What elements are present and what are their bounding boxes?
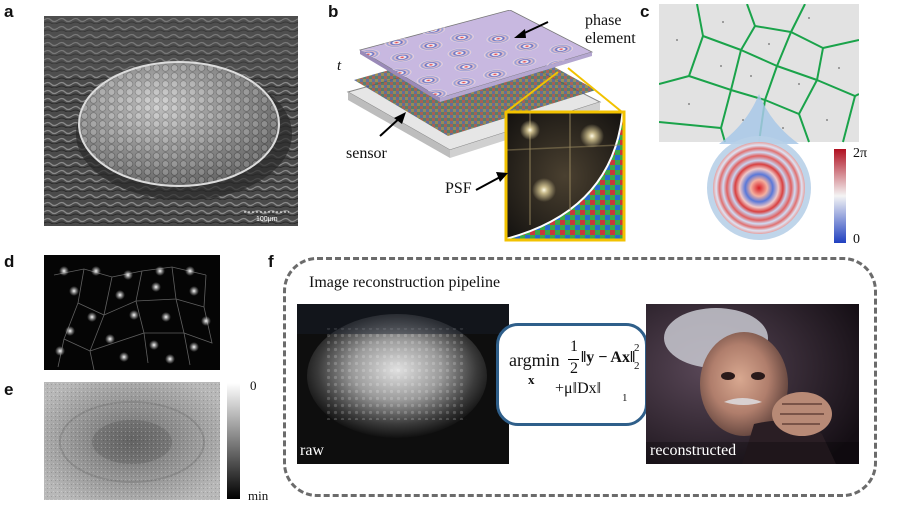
panel-e-label: e bbox=[4, 380, 14, 399]
colorbar-e-max: 0 bbox=[250, 378, 257, 393]
argmin-text: argmin bbox=[509, 350, 560, 370]
fraction-denominator: 2 bbox=[570, 360, 578, 377]
panel-b-label: b bbox=[328, 2, 339, 21]
magnitude-colorbar bbox=[227, 383, 240, 499]
data-term-sub: 2 bbox=[634, 360, 640, 372]
colorbar-c-max: 2π bbox=[853, 146, 868, 161]
fraction-numerator: 1 bbox=[570, 338, 578, 355]
phase-text: phase bbox=[585, 12, 622, 29]
pipeline-title: Image reconstruction pipeline bbox=[309, 274, 501, 291]
spectrum-image bbox=[44, 382, 220, 500]
voronoi-centers bbox=[676, 17, 840, 129]
regularizer-term: +μ‖Dx‖ bbox=[555, 380, 602, 397]
raw-caption: raw bbox=[300, 442, 324, 459]
raw-measurement-image: raw bbox=[297, 304, 509, 464]
thickness-label: t bbox=[337, 58, 342, 74]
argmin-var: x bbox=[528, 372, 535, 387]
pipeline-frame bbox=[283, 257, 877, 497]
fresnel-lens bbox=[713, 142, 805, 234]
scale-bar-text: 100μm bbox=[256, 216, 278, 223]
reconstructed-caption: reconstructed bbox=[650, 442, 737, 459]
data-term-sup: 2 bbox=[634, 342, 640, 354]
equation-box: argmin x 1 2 ‖y − Ax‖ 2 2 +μ‖Dx‖ 1 bbox=[496, 323, 648, 426]
voronoi-diagram bbox=[659, 4, 859, 240]
reconstructed-image: reconstructed bbox=[646, 304, 859, 464]
psf-dots bbox=[55, 266, 211, 364]
colorbar-c-min: 0 bbox=[853, 232, 860, 247]
sem-microlens-image: 100μm bbox=[44, 16, 298, 226]
voronoi-edges bbox=[659, 4, 859, 143]
panel-c-label: c bbox=[640, 2, 650, 21]
panel-a-label: a bbox=[4, 2, 14, 21]
psf-arrow bbox=[475, 175, 503, 191]
psf-inset bbox=[504, 110, 626, 242]
panel-f-label: f bbox=[268, 252, 274, 271]
data-term: ‖y − Ax‖ bbox=[581, 349, 636, 366]
fraction-bar bbox=[568, 359, 579, 360]
panel-d-label: d bbox=[4, 252, 15, 271]
phase-colorbar bbox=[834, 149, 846, 243]
psf-text: PSF bbox=[445, 180, 472, 197]
caustic-psf-image bbox=[44, 255, 220, 370]
device-schematic bbox=[346, 10, 626, 242]
colorbar-e-min: min bbox=[248, 488, 269, 503]
element-text: element bbox=[585, 30, 636, 47]
sem-eye-svg: 100μm bbox=[44, 16, 298, 226]
sensor-text: sensor bbox=[346, 145, 387, 162]
regularizer-sub: 1 bbox=[622, 392, 628, 404]
